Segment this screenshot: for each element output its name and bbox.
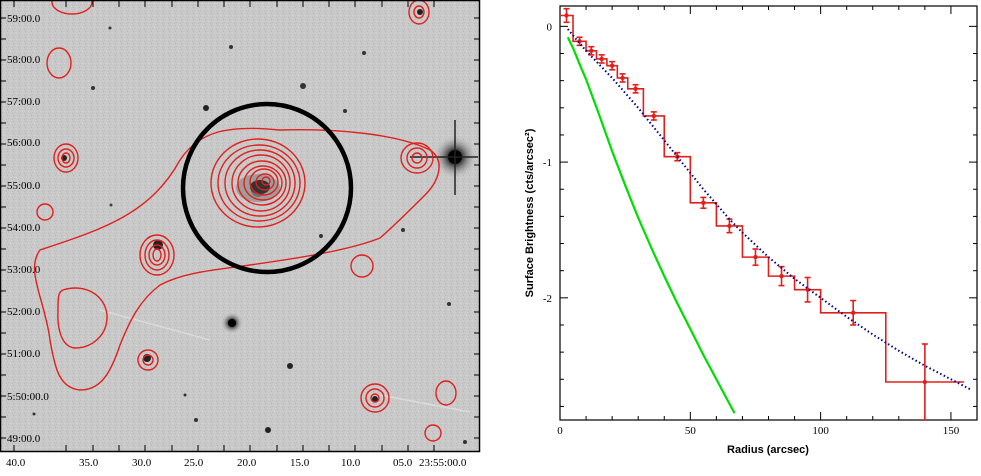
dec-label: 53:00.0 (7, 264, 41, 276)
dec-label: 52:00.0 (7, 306, 41, 318)
image-frame (0, 0, 481, 453)
x-axis-title: Radius (arcsec) (727, 444, 809, 456)
x-tick-label: 150 (943, 425, 960, 437)
point-sources (32, 9, 478, 444)
x-tick-label: 50 (685, 425, 697, 437)
image-ticks (0, 0, 480, 452)
y-axis-title: Surface Brightness (cts/arcsec²) (524, 128, 536, 297)
data-point (753, 254, 758, 260)
x-tick-label: 100 (812, 425, 829, 437)
data-point (633, 86, 638, 92)
data-point (599, 56, 604, 62)
data-point (589, 48, 594, 53)
extraction-circle (180, 101, 354, 275)
ra-label: 05.0 (393, 457, 413, 469)
ra-label: 25.0 (184, 457, 204, 469)
data-point (727, 223, 732, 229)
plot-series (560, 7, 973, 420)
data-point (564, 13, 569, 18)
y-tick-label: 0 (547, 21, 553, 33)
dec-label: 56:00.0 (7, 137, 41, 149)
data-point (651, 113, 657, 119)
dec-label: 5:50:00.0 (7, 391, 49, 403)
beta-model-fit-line (567, 28, 973, 392)
ra-label: 20.0 (237, 457, 257, 469)
profile-step-line (560, 14, 964, 383)
data-point (779, 273, 784, 279)
plot-tick-labels: 0 50 100 150 0 -1 -2 (543, 21, 960, 437)
sky-image-panel: 59:00.0 58:00.0 57:00.0 56:00.0 55:00.0 … (0, 0, 481, 469)
sky-background (0, 0, 480, 452)
profile-plot: 0 50 100 150 0 -1 -2 Radius (arcsec) Surface B… (524, 5, 978, 456)
y-tick-label: -2 (543, 293, 552, 305)
dec-label: 51:00.0 (7, 348, 41, 360)
data-point (922, 379, 928, 385)
large-scale-contour (33, 127, 440, 391)
ra-tick-labels: 40.0 35.0 30.0 25.0 20.0 15.0 10.0 05.0 … (6, 457, 467, 469)
ra-label: 40.0 (6, 457, 26, 469)
dec-label: 55:00.0 (7, 180, 41, 192)
ra-label: 35.0 (79, 457, 99, 469)
data-point (851, 310, 856, 315)
dec-label: 58:00.0 (7, 54, 41, 66)
data-point (609, 63, 615, 68)
ra-label: 30.0 (132, 457, 152, 469)
x-ray-contours (33, 0, 457, 442)
dec-label: 57:00.0 (7, 96, 41, 108)
dec-label: 49:00.0 (7, 433, 41, 445)
dec-label: 59:00.0 (7, 13, 41, 25)
plot-frame (559, 5, 978, 421)
data-point (701, 200, 706, 206)
plot-ticks (559, 6, 978, 420)
ra-label: 15.0 (290, 457, 310, 469)
data-point (620, 75, 625, 81)
psf-profile-line (566, 36, 736, 414)
x-tick-label: 0 (557, 425, 563, 437)
ra-label: 23:55:00.0 (419, 457, 467, 469)
ra-label: 10.0 (341, 457, 361, 469)
dec-tick-labels: 59:00.0 58:00.0 57:00.0 56:00.0 55:00.0 … (7, 13, 49, 445)
y-tick-label: -1 (543, 157, 552, 169)
dec-label: 54:00.0 (7, 222, 41, 234)
